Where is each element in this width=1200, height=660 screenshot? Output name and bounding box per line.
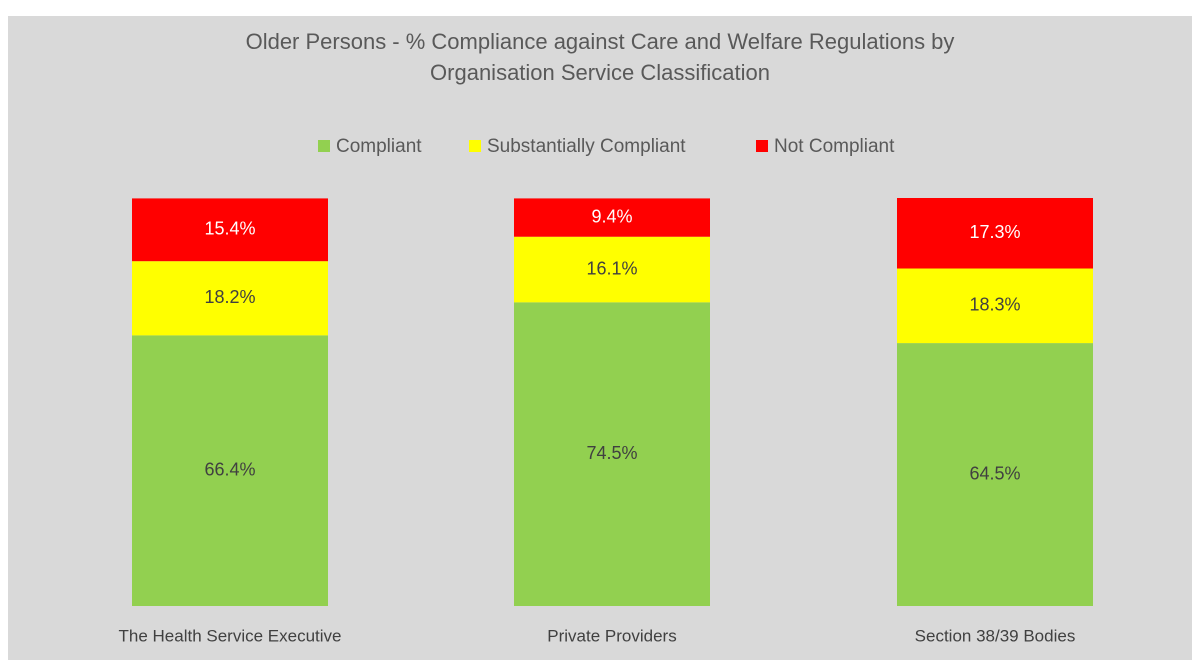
data-label: 66.4% xyxy=(204,459,255,479)
legend-label: Compliant xyxy=(336,136,422,157)
bar-segment xyxy=(897,198,1093,269)
x-tick-label: Private Providers xyxy=(547,626,676,645)
bar-segment xyxy=(514,198,710,237)
bar-segment xyxy=(132,198,328,262)
legend-swatch xyxy=(469,140,481,152)
legend-swatch xyxy=(756,140,768,152)
data-label: 74.5% xyxy=(586,443,637,463)
bar-segment xyxy=(132,261,328,336)
x-tick-label: The Health Service Executive xyxy=(119,626,342,645)
data-label: 9.4% xyxy=(591,206,632,226)
legend-swatch xyxy=(318,140,330,152)
data-label: 18.2% xyxy=(204,287,255,307)
data-label: 64.5% xyxy=(969,463,1020,483)
legend-label: Not Compliant xyxy=(774,136,895,157)
bar-segment xyxy=(897,343,1093,606)
bar-segment xyxy=(897,268,1093,344)
bar-segment xyxy=(514,302,710,606)
data-label: 16.1% xyxy=(586,258,637,278)
bar-segment xyxy=(132,335,328,606)
x-tick-label: Section 38/39 Bodies xyxy=(915,626,1076,645)
legend-label: Substantially Compliant xyxy=(487,136,686,157)
data-label: 17.3% xyxy=(969,222,1020,242)
bar-segment xyxy=(514,236,710,303)
data-label: 15.4% xyxy=(204,219,255,239)
data-label: 18.3% xyxy=(969,295,1020,315)
chart-title: Older Persons - % Compliance against Car… xyxy=(245,29,955,85)
